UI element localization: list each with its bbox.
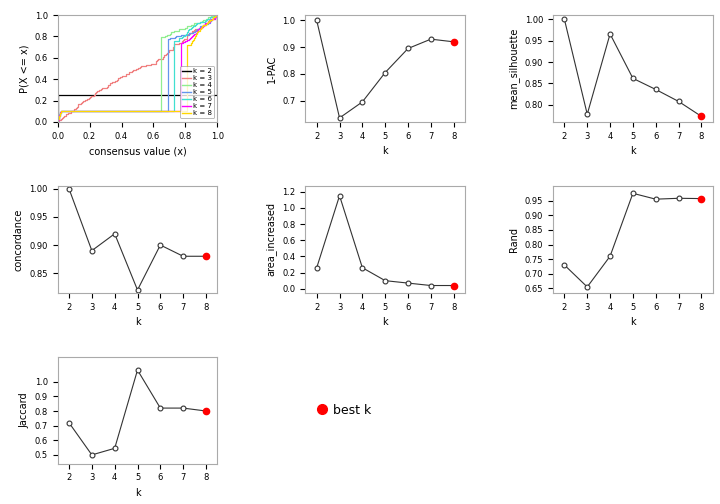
Y-axis label: concordance: concordance <box>14 208 24 271</box>
Y-axis label: 1-PAC: 1-PAC <box>267 54 276 83</box>
X-axis label: k: k <box>135 488 140 498</box>
X-axis label: k: k <box>630 317 636 327</box>
X-axis label: k: k <box>382 146 388 156</box>
Y-axis label: Jaccard: Jaccard <box>19 393 29 428</box>
X-axis label: k: k <box>630 146 636 156</box>
X-axis label: k: k <box>382 317 388 327</box>
Y-axis label: area_increased: area_increased <box>266 203 276 276</box>
Y-axis label: mean_silhouette: mean_silhouette <box>508 28 519 109</box>
Y-axis label: Rand: Rand <box>509 227 519 252</box>
Legend: k = 2, k = 3, k = 4, k = 5, k = 6, k = 7, k = 8: k = 2, k = 3, k = 4, k = 5, k = 6, k = 7… <box>180 66 214 118</box>
Legend: best k: best k <box>312 399 376 422</box>
X-axis label: consensus value (x): consensus value (x) <box>89 146 186 156</box>
X-axis label: k: k <box>135 317 140 327</box>
Y-axis label: P(X <= x): P(X <= x) <box>19 44 29 93</box>
